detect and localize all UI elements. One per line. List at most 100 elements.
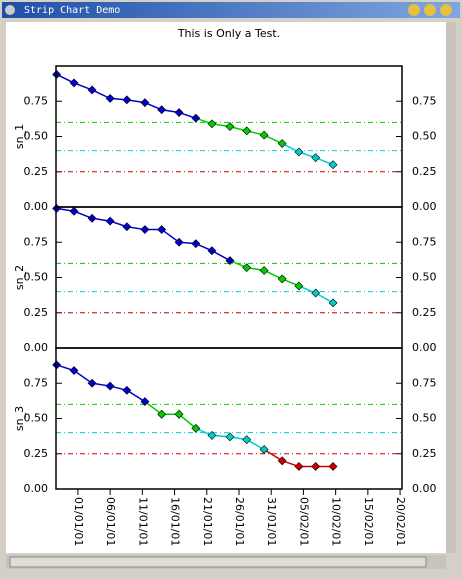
x-tick-label: 20/02/01 (394, 497, 407, 546)
data-point (259, 266, 269, 275)
data-point (311, 153, 321, 163)
data-point (174, 409, 184, 419)
data-point (259, 130, 269, 140)
data-point (328, 462, 338, 471)
window-title: Strip Chart Demo (24, 5, 120, 16)
data-point (294, 462, 304, 471)
y-tick-label: 0.25 (24, 306, 49, 319)
x-tick-label: 06/01/01 (104, 497, 117, 546)
line-segment (315, 292, 334, 304)
data-point (87, 85, 97, 95)
data-point (277, 274, 287, 284)
x-tick-label: 01/01/01 (72, 497, 85, 546)
data-point (191, 423, 201, 433)
data-point (122, 222, 132, 232)
line-segment (246, 438, 265, 451)
x-tick-label: 16/01/01 (169, 497, 182, 546)
x-tick-label: 05/02/01 (297, 497, 310, 546)
window-menu[interactable] (5, 5, 15, 15)
y-tick-label-right: 0.25 (412, 447, 437, 460)
data-point (328, 160, 338, 170)
y-tick-label-right: 0.00 (412, 482, 437, 495)
y-axis-label: sn_1 (13, 124, 26, 149)
vertical-scrollbar[interactable] (446, 22, 456, 553)
data-point (105, 381, 115, 391)
y-tick-label-right: 0.50 (412, 130, 437, 143)
line-segment (211, 250, 231, 262)
data-point (191, 239, 201, 249)
data-point (140, 98, 150, 108)
y-tick-label-right: 0.00 (412, 341, 437, 354)
y-tick-label-right: 0.75 (412, 235, 437, 248)
data-point (242, 435, 252, 445)
x-tick-label: 26/01/01 (233, 497, 246, 546)
y-tick-label: 0.25 (24, 447, 49, 460)
data-point (207, 430, 217, 440)
line-segment (161, 228, 180, 243)
x-tick-label: 10/02/01 (330, 497, 343, 546)
data-point (328, 298, 338, 308)
data-point (157, 409, 167, 419)
close-button[interactable] (440, 4, 452, 16)
y-tick-label: 0.00 (24, 482, 49, 495)
y-tick-label: 0.50 (24, 130, 49, 143)
line-segment (263, 448, 283, 462)
data-point (87, 213, 97, 223)
data-point (242, 263, 252, 273)
scrollbar-thumb[interactable] (9, 556, 427, 568)
y-tick-label: 0.25 (24, 165, 49, 178)
data-point (225, 432, 235, 442)
data-point (294, 281, 304, 291)
data-point (140, 225, 150, 234)
line-segment (178, 413, 197, 429)
data-point (157, 105, 167, 115)
data-point (207, 119, 217, 129)
data-point (87, 378, 97, 388)
x-tick-label: 21/01/01 (201, 497, 214, 546)
chart-title: This is Only a Test. (177, 27, 280, 40)
y-tick-label: 0.00 (24, 341, 49, 354)
data-point (277, 456, 287, 466)
y-tick-label: 0.50 (24, 412, 49, 425)
y-tick-label-right: 0.50 (412, 412, 437, 425)
y-tick-label: 0.75 (24, 376, 49, 389)
data-point (69, 366, 79, 375)
y-axis-label: sn_2 (13, 265, 26, 290)
minimize-button[interactable] (408, 4, 420, 16)
data-point (294, 147, 304, 157)
data-point (69, 206, 79, 216)
data-point (225, 256, 235, 266)
x-tick-label: 15/02/01 (362, 497, 375, 546)
panel-frame (55, 347, 403, 490)
title-bar (2, 2, 460, 18)
data-point (311, 288, 321, 298)
data-point (122, 385, 132, 395)
data-point (311, 462, 321, 471)
data-point (157, 225, 167, 234)
data-point (105, 94, 115, 103)
y-axis-label: sn_3 (13, 406, 26, 431)
data-point (140, 397, 150, 407)
line-segment (126, 389, 146, 403)
line-segment (73, 369, 93, 384)
line-segment (144, 400, 163, 415)
data-point (105, 216, 115, 226)
data-point (69, 78, 79, 88)
data-point (174, 108, 184, 117)
data-point (122, 95, 132, 105)
y-tick-label: 0.75 (24, 94, 49, 107)
data-point (259, 445, 269, 454)
y-tick-label-right: 0.25 (412, 165, 437, 178)
data-point (174, 237, 184, 247)
chart-canvas (6, 22, 446, 553)
y-tick-label-right: 0.00 (412, 200, 437, 213)
data-point (191, 113, 201, 123)
y-tick-label-right: 0.50 (412, 271, 437, 284)
y-tick-label-right: 0.75 (412, 376, 437, 389)
x-tick-label: 11/01/01 (136, 497, 149, 546)
maximize-button[interactable] (424, 4, 436, 16)
y-tick-label: 0.00 (24, 200, 49, 213)
data-point (277, 139, 287, 148)
data-point (225, 122, 235, 132)
